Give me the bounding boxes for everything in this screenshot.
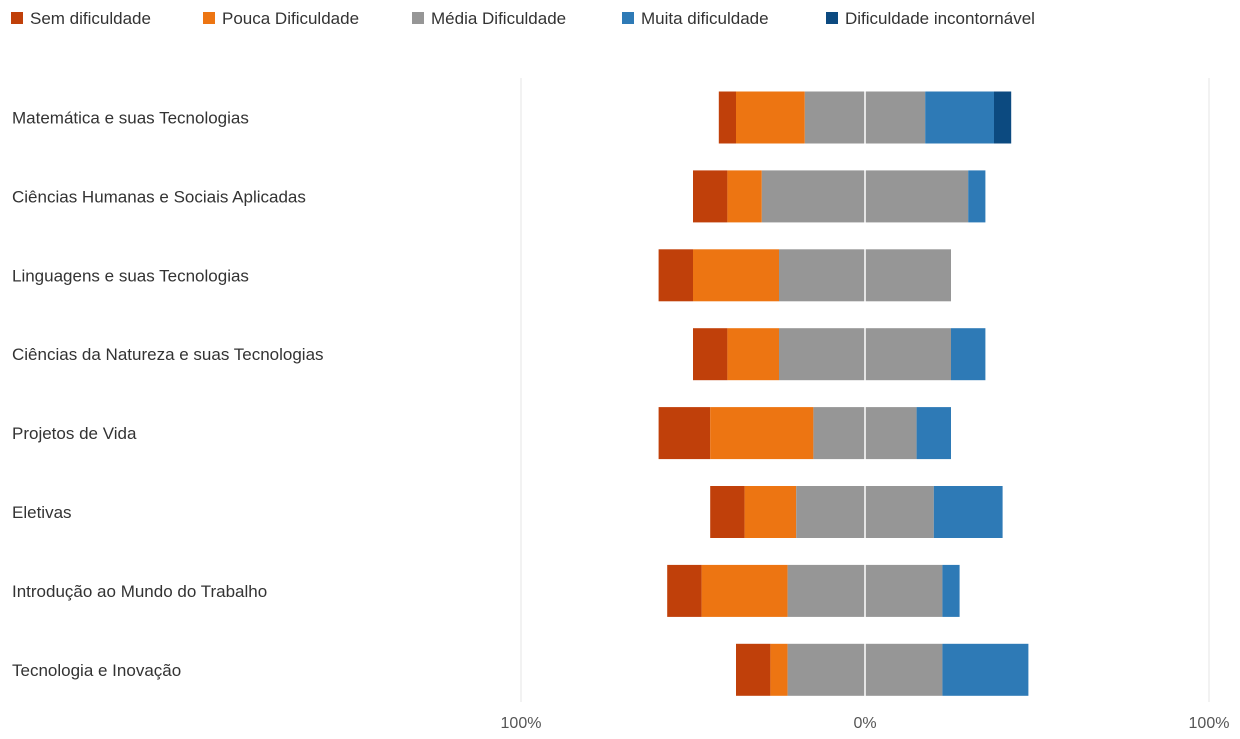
bar-segment: [933, 486, 1003, 538]
bar-segment: [693, 170, 728, 223]
x-tick-label: 0%: [853, 715, 876, 732]
bar-segment: [701, 564, 788, 617]
bar-segment: [693, 249, 779, 302]
legend-label: Média Dificuldade: [431, 9, 566, 28]
bar-segment: [942, 643, 1029, 696]
bar-segment: [994, 91, 1012, 144]
bar-segment: [968, 170, 986, 223]
bar-segment: [727, 328, 779, 381]
bar-segment: [693, 328, 728, 381]
legend-label: Dificuldade incontornável: [845, 9, 1035, 28]
bar-segment: [736, 91, 805, 144]
category-label: Ciências Humanas e Sociais Aplicadas: [12, 187, 306, 206]
bar-segment: [770, 643, 788, 696]
legend-label: Sem dificuldade: [30, 9, 151, 28]
category-label: Matemática e suas Tecnologias: [12, 109, 249, 128]
category-label: Introdução ao Mundo do Trabalho: [12, 582, 267, 601]
legend-swatch: [622, 12, 634, 24]
legend-swatch: [412, 12, 424, 24]
legend-swatch: [203, 12, 215, 24]
bar-segment: [736, 643, 771, 696]
x-tick-label: 100%: [1189, 715, 1230, 732]
bar-segment: [658, 249, 693, 302]
x-tick-label: 100%: [501, 715, 542, 732]
legend-label: Pouca Dificuldade: [222, 9, 359, 28]
category-label: Projetos de Vida: [12, 424, 137, 443]
bar-segment: [727, 170, 762, 223]
bar-segment: [916, 407, 951, 460]
legend-swatch: [11, 12, 23, 24]
category-label: Tecnologia e Inovação: [12, 661, 181, 680]
category-label: Ciências da Natureza e suas Tecnologias: [12, 345, 324, 364]
category-label: Eletivas: [12, 503, 72, 522]
bar-segment: [658, 407, 711, 460]
bar-segment: [718, 91, 736, 144]
bar-segment: [925, 91, 994, 144]
legend-label: Muita dificuldade: [641, 9, 769, 28]
bar-segment: [667, 564, 702, 617]
bar-segment: [710, 407, 814, 460]
bar-segment: [710, 486, 745, 538]
category-label: Linguagens e suas Tecnologias: [12, 266, 249, 285]
bar-segment: [744, 486, 797, 538]
bar-segment: [951, 328, 986, 381]
bar-segment: [942, 564, 960, 617]
legend-swatch: [826, 12, 838, 24]
